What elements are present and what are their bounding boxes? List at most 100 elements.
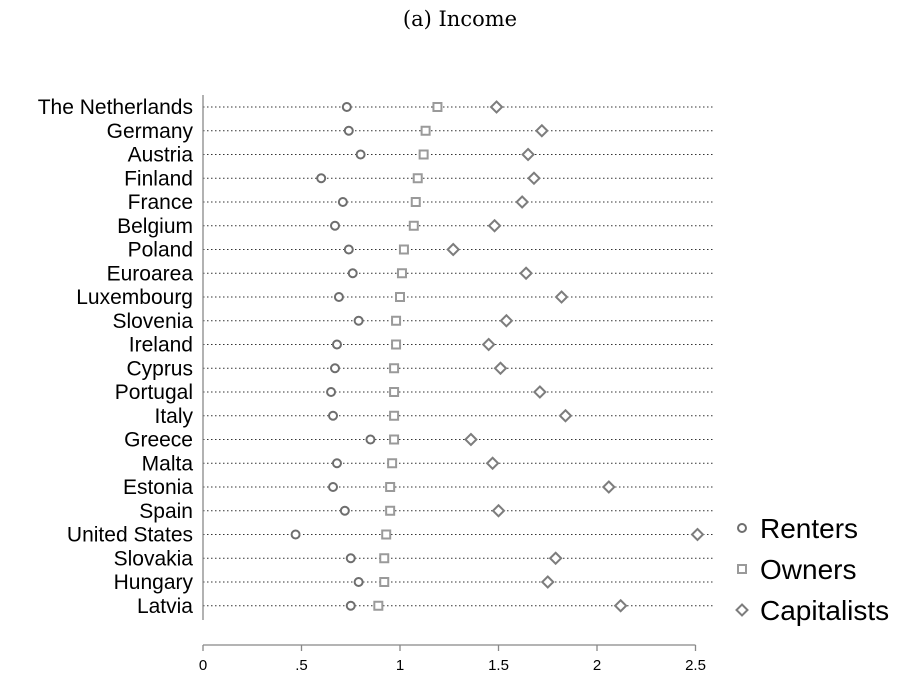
data-row: Finland	[124, 167, 714, 190]
capitalists-point	[481, 337, 496, 352]
renters-point	[329, 363, 340, 374]
owners-point	[391, 315, 402, 326]
renters-point	[333, 292, 344, 302]
data-row: Slovenia	[112, 310, 714, 333]
capitalists-point	[521, 147, 535, 162]
owners-point	[391, 339, 402, 350]
renters-point	[331, 458, 342, 469]
x-tick-label: .5	[295, 657, 308, 674]
legend-label: Owners	[760, 554, 856, 585]
owners-point	[410, 197, 421, 207]
capitalists-point	[515, 195, 530, 209]
capitalists-point	[534, 123, 549, 138]
country-label: France	[128, 191, 193, 214]
data-row: Poland	[128, 239, 714, 262]
country-label: Germany	[107, 120, 194, 143]
legend-label: Renters	[760, 513, 858, 544]
owners-point	[385, 505, 396, 516]
renters-point	[347, 268, 358, 279]
country-label: Portugal	[115, 381, 193, 404]
capitalists-point	[613, 598, 628, 613]
country-label: Cyprus	[126, 357, 193, 380]
data-row: Estonia	[123, 476, 714, 499]
data-row: Ireland	[129, 334, 714, 357]
renters-point	[343, 125, 354, 136]
legend-item-renters: Renters	[737, 513, 858, 544]
renters-point	[353, 577, 364, 587]
owners-point	[408, 220, 419, 231]
renters-point	[328, 482, 339, 492]
country-label: Latvia	[137, 595, 193, 618]
data-row: Austria	[128, 144, 714, 167]
owners-point	[420, 125, 431, 136]
capitalists-point	[489, 100, 504, 114]
country-label: Hungary	[114, 571, 194, 594]
legend-item-owners: Owners	[737, 554, 856, 585]
owners-point	[387, 458, 398, 469]
data-row: Belgium	[117, 215, 714, 238]
capitalists-point	[464, 432, 478, 447]
x-tick-label: 1.5	[488, 657, 509, 674]
capitalists-point	[487, 218, 502, 233]
legend-square-marker	[737, 564, 747, 574]
data-row: The Netherlands	[38, 96, 714, 119]
country-label: Greece	[124, 429, 193, 452]
country-label: Euroarea	[107, 262, 194, 285]
capitalists-point	[527, 171, 541, 186]
country-label: Slovakia	[114, 547, 194, 570]
x-tick-label: 2	[593, 657, 601, 674]
renters-point	[329, 220, 340, 231]
data-row: Spain	[139, 500, 714, 523]
x-tick-label: 1	[396, 657, 404, 674]
renters-point	[337, 197, 348, 207]
country-label: Spain	[139, 500, 193, 523]
data-row: Euroarea	[107, 262, 714, 285]
renters-point	[331, 339, 342, 350]
data-row: Germany	[107, 120, 714, 143]
data-row: United States	[67, 524, 714, 547]
capitalists-point	[601, 480, 616, 494]
data-row: Slovakia	[114, 547, 714, 570]
owners-point	[418, 149, 429, 160]
country-label: Belgium	[117, 215, 193, 238]
country-label: Slovenia	[112, 310, 193, 333]
country-label: Ireland	[129, 334, 193, 357]
data-row: Italy	[154, 405, 714, 428]
owners-point	[389, 363, 400, 374]
data-row: Latvia	[137, 595, 714, 618]
owners-point	[389, 410, 400, 421]
owners-point	[385, 482, 396, 492]
country-label: Luxembourg	[76, 286, 193, 309]
capitalists-point	[519, 266, 533, 281]
renters-point	[290, 529, 301, 540]
x-tick-label: 0	[199, 657, 207, 674]
renters-point	[365, 434, 376, 445]
renters-point	[345, 600, 356, 611]
legend-label: Capitalists	[760, 595, 889, 626]
data-row: Luxembourg	[76, 286, 714, 309]
country-label: Finland	[124, 167, 193, 190]
data-row: France	[128, 191, 714, 214]
country-label: Austria	[128, 144, 194, 167]
renters-point	[345, 553, 356, 564]
renters-point	[343, 244, 354, 255]
x-tick-label: 2.5	[685, 657, 706, 674]
data-row: Malta	[142, 452, 714, 475]
renters-point	[341, 102, 352, 112]
chart-title: (a) Income	[403, 7, 517, 31]
capitalists-point	[540, 575, 555, 589]
country-label: United States	[67, 524, 193, 547]
capitalists-point	[532, 385, 547, 399]
owners-point	[389, 387, 400, 397]
owners-point	[379, 553, 390, 564]
country-label: Estonia	[123, 476, 193, 499]
capitalists-point	[446, 242, 461, 257]
data-row: Greece	[124, 429, 714, 452]
country-label: Malta	[142, 452, 194, 475]
legend-diamond-marker	[735, 603, 749, 617]
legend-item-capitalists: Capitalists	[735, 595, 889, 626]
data-row: Cyprus	[126, 357, 714, 380]
data-row: Portugal	[115, 381, 714, 404]
country-label: The Netherlands	[38, 96, 193, 119]
